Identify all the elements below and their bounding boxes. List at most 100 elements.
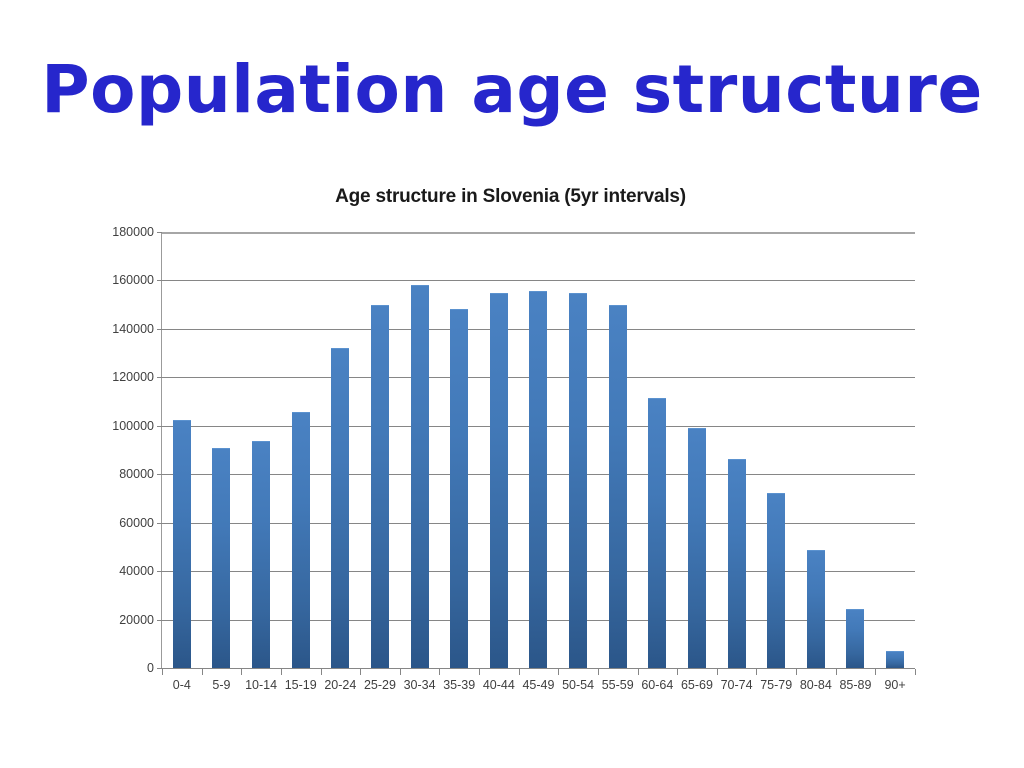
x-tick [796,669,797,675]
bar-slot [677,232,717,668]
y-axis-tick-label: 20000 [119,613,154,627]
bar-65-69[interactable] [687,428,706,668]
bar-slot [796,232,836,668]
x-tick [321,669,322,675]
y-axis-tick-label: 120000 [112,370,154,384]
y-axis-tick-label: 160000 [112,273,154,287]
bar-slot [202,232,242,668]
x-axis-tick-label: 70-74 [720,678,753,692]
x-tick [558,669,559,675]
bar-70-74[interactable] [727,459,746,668]
bar-slot [558,232,598,668]
x-axis-labels: 0-4 5-9 10-14 15-19 20-24 25-29 30-34 35-39 40-4… [162,678,915,700]
bar-25-29[interactable] [370,305,389,668]
x-axis-ticks [162,669,916,675]
bar-slot [717,232,757,668]
y-tick-180000 [157,232,162,233]
y-axis-tick-label: 40000 [119,564,154,578]
bar-15-19[interactable] [291,412,310,668]
bar-series [162,232,915,668]
x-tick [915,669,916,675]
bar-30-34[interactable] [410,285,429,668]
bar-60-64[interactable] [648,398,667,668]
bar-slot [360,232,400,668]
bar-45-49[interactable] [529,291,548,668]
bar-55-59[interactable] [608,305,627,668]
y-axis-labels: 180000 160000 140000 120000 100000 80000 60000… [88,225,154,675]
bar-slot [281,232,321,668]
y-axis-tick-label: 140000 [112,322,154,336]
x-tick [360,669,361,675]
x-axis-tick-label: 20-24 [324,678,357,692]
y-tick-160000 [157,280,162,281]
bar-slot [598,232,638,668]
bar-slot [638,232,678,668]
bar-40-44[interactable] [489,293,508,668]
x-axis-tick-label: 40-44 [482,678,515,692]
x-axis-tick-label: 10-14 [245,678,278,692]
x-axis-tick-label: 25-29 [363,678,396,692]
x-tick [202,669,203,675]
y-axis-tick-label: 60000 [119,516,154,530]
x-tick [598,669,599,675]
x-axis-tick-label: 85-89 [839,678,872,692]
bar-5-9[interactable] [212,448,231,668]
bar-slot [400,232,440,668]
x-tick [638,669,639,675]
x-tick [875,669,876,675]
gridline-160000 [162,280,915,281]
x-axis-tick-label: 15-19 [284,678,317,692]
y-axis-tick-label: 80000 [119,467,154,481]
y-axis-tick-label: 180000 [112,225,154,239]
bar-slot [756,232,796,668]
bar-85-89[interactable] [846,609,865,668]
x-axis-tick-label: 75-79 [760,678,793,692]
y-tick-80000 [157,474,162,475]
x-axis-tick-label: 80-84 [799,678,832,692]
x-tick [281,669,282,675]
y-tick-40000 [157,571,162,572]
x-axis-tick-label: 30-34 [403,678,436,692]
x-axis-tick-label: 0-4 [172,678,191,692]
x-tick [756,669,757,675]
y-axis-tick-label: 100000 [112,419,154,433]
gridline-180000 [162,232,915,234]
y-tick-20000 [157,620,162,621]
y-tick-140000 [157,329,162,330]
x-tick [717,669,718,675]
bar-50-54[interactable] [569,293,588,668]
x-axis-line [162,668,915,669]
y-tick-0 [157,668,162,669]
x-axis-tick-label: 90+ [884,678,906,692]
bar-slot [875,232,915,668]
x-tick [241,669,242,675]
bar-35-39[interactable] [450,309,469,668]
chart-title: Age structure in Slovenia (5yr intervals… [335,186,686,207]
bar-0-4[interactable] [172,420,191,668]
bar-chart: Age structure in Slovenia (5yr intervals… [88,178,933,708]
bar-slot [162,232,202,668]
bar-slot [321,232,361,668]
x-tick [162,669,163,675]
x-tick [479,669,480,675]
y-axis-line [161,232,162,668]
page-title: Population age structure [41,51,983,128]
bar-75-79[interactable] [767,493,786,668]
bar-90+[interactable] [886,651,905,668]
bar-slot [479,232,519,668]
bar-10-14[interactable] [252,441,271,668]
x-tick [439,669,440,675]
x-axis-tick-label: 50-54 [562,678,595,692]
bar-80-84[interactable] [806,550,825,668]
y-tick-60000 [157,523,162,524]
bar-20-24[interactable] [331,348,350,668]
y-tick-120000 [157,377,162,378]
x-tick [677,669,678,675]
bar-slot [836,232,876,668]
x-axis-tick-label: 65-69 [680,678,713,692]
bar-slot [439,232,479,668]
plot-area [157,232,915,669]
x-axis-tick-label: 35-39 [443,678,476,692]
y-tick-100000 [157,426,162,427]
x-tick [836,669,837,675]
